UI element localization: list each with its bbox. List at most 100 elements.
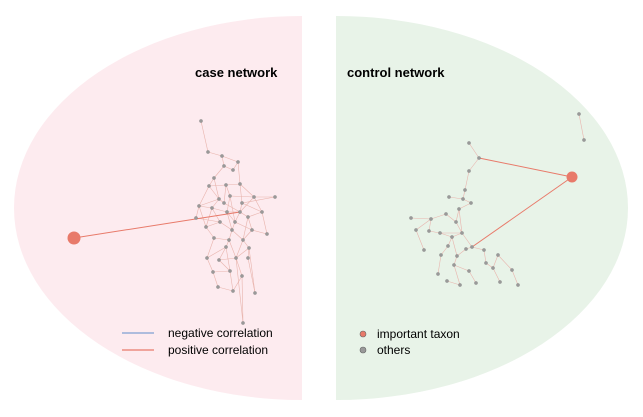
case-network-node	[228, 269, 232, 273]
case-network-edge	[217, 286, 234, 292]
case-network-node	[204, 225, 208, 229]
control-network-edge	[451, 236, 458, 257]
control-network-edge	[483, 249, 487, 264]
case-network-edge	[223, 184, 227, 204]
case-network-node	[225, 210, 229, 214]
control-network-edge	[455, 221, 463, 234]
case-network-edge	[235, 257, 243, 277]
case-network-edge	[212, 270, 231, 273]
case-network	[67, 119, 277, 325]
control-network-edge	[410, 217, 432, 220]
case-network-node	[194, 216, 198, 220]
case-network-node	[260, 210, 264, 214]
case-network-edge	[219, 221, 233, 231]
case-network-title: case network	[195, 65, 278, 80]
case-network-edge	[208, 184, 227, 187]
control-network-node	[464, 247, 468, 251]
case-network-edge	[198, 198, 220, 207]
control-network-node	[444, 212, 448, 216]
case-network-edge	[228, 239, 237, 259]
control-network-node	[498, 280, 502, 284]
control-network-node	[470, 245, 474, 249]
case-panel	[14, 16, 302, 400]
case-network-node	[253, 291, 257, 295]
control-network-node	[516, 283, 520, 287]
control-network-edge	[468, 157, 480, 172]
control-network-edges	[410, 113, 585, 286]
case-network-node	[216, 285, 220, 289]
case-network-edge	[239, 183, 243, 204]
case-network-edge	[206, 237, 215, 259]
control-network-edge	[448, 196, 464, 200]
control-network-edge	[458, 208, 463, 234]
case-network-edge	[253, 196, 263, 213]
control-network-node	[447, 195, 451, 199]
control-network-title: control network	[347, 65, 445, 80]
control-network-edge	[468, 270, 477, 284]
case-network-node	[217, 197, 221, 201]
control-network-edge	[437, 254, 442, 275]
control-network-node	[436, 272, 440, 276]
control-network-node	[460, 231, 464, 235]
case-network-node	[212, 236, 216, 240]
case-network-edge	[241, 202, 263, 213]
control-network-node	[467, 169, 471, 173]
control-network-node	[429, 217, 433, 221]
case-network-edge	[207, 151, 223, 157]
case-network-node	[222, 164, 226, 168]
case-network-node	[236, 160, 240, 164]
case-network-node	[241, 238, 245, 242]
case-network-node	[210, 206, 214, 210]
case-network-edge	[225, 184, 231, 197]
case-network-edge	[231, 229, 244, 241]
case-network-edge	[195, 205, 200, 219]
case-network-edge	[251, 229, 268, 235]
control-network-node	[422, 248, 426, 252]
control-network-node	[427, 229, 431, 233]
case-network-edge	[226, 211, 233, 231]
case-network-node	[207, 184, 211, 188]
case-network-edge	[239, 196, 255, 213]
control-network-node	[491, 266, 495, 270]
case-network-edge	[200, 120, 209, 153]
control-network-edge	[453, 264, 461, 286]
control-network-edge	[440, 245, 449, 256]
case-network-edge	[226, 195, 231, 213]
case-network-node	[205, 256, 209, 260]
case-network-nodes	[194, 119, 277, 325]
control-network-node	[463, 188, 467, 192]
control-network-node	[467, 141, 471, 145]
case-important-taxon-node	[67, 231, 81, 245]
control-network-edge	[453, 264, 470, 272]
case-network-node	[197, 204, 201, 208]
control-network-edge	[471, 246, 485, 251]
others-swatch	[359, 346, 367, 354]
case-network-edge	[232, 275, 243, 292]
case-network-edge	[247, 216, 253, 231]
case-network-edge	[218, 246, 227, 261]
case-network-node	[233, 220, 237, 224]
control-network-node	[461, 197, 465, 201]
case-network-edge	[211, 198, 220, 209]
case-network-edge	[205, 207, 213, 228]
case-network-node	[246, 256, 250, 260]
case-network-edge	[247, 257, 256, 294]
case-panel-background	[14, 16, 302, 400]
case-network-node	[246, 215, 250, 219]
case-network-node	[230, 228, 234, 232]
positive-correlation-label: positive correlation	[168, 343, 268, 357]
control-network-node	[474, 281, 478, 285]
case-network-edge	[234, 221, 253, 231]
control-network-node	[496, 253, 500, 257]
control-network-node	[445, 279, 449, 283]
important-taxon-swatch	[359, 330, 367, 338]
case-network-node	[250, 228, 254, 232]
case-network-edge	[211, 207, 221, 223]
important-taxon-label: important taxon	[377, 327, 460, 341]
case-network-edge	[205, 221, 221, 228]
case-network-edge	[237, 161, 241, 185]
case-hub-edge	[73, 211, 241, 239]
negative-correlation-label: negative correlation	[168, 326, 273, 340]
control-network-node	[577, 112, 581, 116]
